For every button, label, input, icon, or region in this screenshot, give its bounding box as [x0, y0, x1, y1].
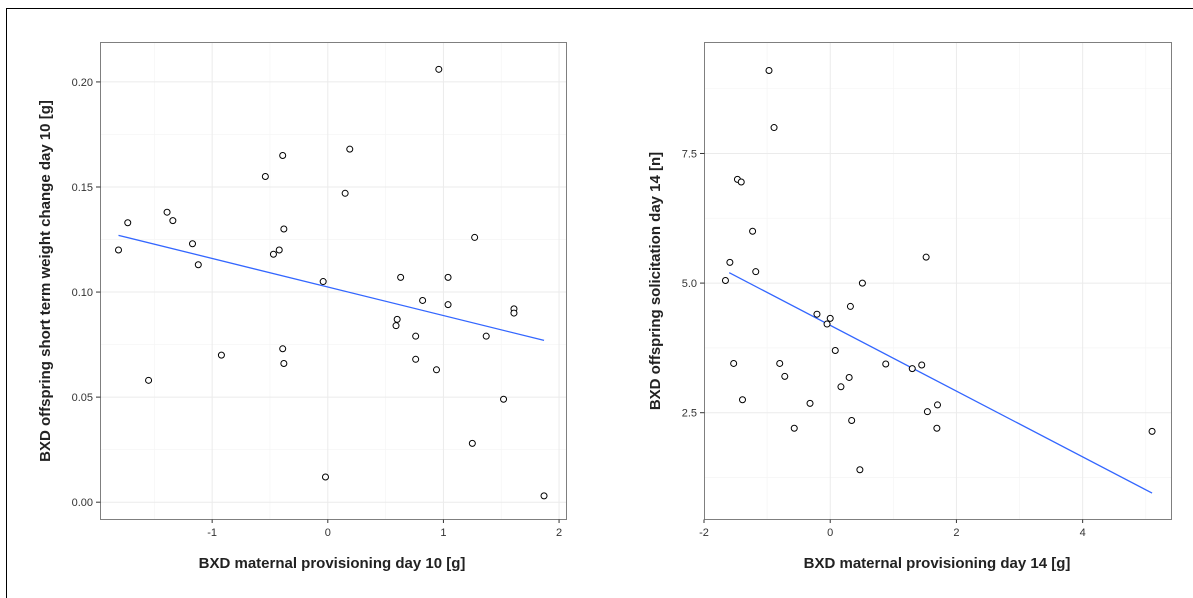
left-plot-panel [100, 42, 567, 520]
right-data-point [923, 408, 931, 416]
right-data-point [846, 302, 854, 310]
right-x-axis-title: BXD maternal provisioning day 14 [g] [804, 555, 1071, 572]
right-data-point [813, 310, 821, 318]
right-data-point [933, 424, 941, 432]
left-y-tick-label: 0.05 [72, 392, 93, 404]
left-x-axis-title: BXD maternal provisioning day 10 [g] [199, 555, 466, 572]
right-y-tick-label: 5.0 [682, 278, 697, 290]
right-data-point [856, 466, 864, 474]
right-data-point [738, 396, 746, 404]
left-data-point [397, 273, 405, 281]
left-x-tick-label: -1 [207, 527, 217, 539]
left-data-point [115, 246, 123, 254]
right-data-point [737, 178, 745, 186]
right-y-tick-label: 2.5 [682, 408, 697, 420]
left-data-point [540, 492, 548, 500]
left-data-point [346, 145, 354, 153]
left-data-point [280, 225, 288, 233]
left-data-point [124, 219, 132, 227]
left-data-point [319, 278, 327, 286]
left-data-point [341, 189, 349, 197]
left-data-point [468, 439, 476, 447]
right-plot-panel [704, 42, 1172, 520]
right-y-tick-label: 7.5 [682, 148, 697, 160]
left-data-point [275, 246, 283, 254]
left-scatter-chart: -1 0 1 2 0.00 0.05 0.10 0.15 0.20 BXD maternal p… [37, 42, 567, 572]
right-data-point [730, 359, 738, 367]
right-data-point [1148, 427, 1156, 435]
right-data-point [922, 253, 930, 261]
left-data-point [194, 261, 202, 269]
right-data-point [721, 277, 729, 284]
right-data-point [749, 227, 757, 235]
right-x-tick-label: -2 [699, 527, 709, 539]
right-data-point [918, 361, 926, 369]
right-data-point [845, 373, 853, 381]
right-data-point [848, 416, 856, 424]
left-data-point [279, 151, 287, 159]
left-data-point [392, 322, 400, 330]
right-x-tick-label: 0 [827, 527, 833, 539]
right-data-point [776, 359, 784, 367]
left-data-point [321, 473, 329, 481]
right-data-point [831, 346, 839, 354]
right-y-axis-title: BXD offspring solicitation day 14 [n] [647, 152, 664, 410]
left-x-tick-label: 0 [325, 527, 331, 539]
right-data-point [770, 124, 778, 132]
left-y-tick-label: 0.15 [72, 182, 93, 194]
left-data-point [432, 366, 440, 374]
right-data-point [934, 401, 941, 409]
left-data-point [412, 332, 420, 340]
right-data-point [781, 372, 789, 380]
left-data-point [444, 273, 452, 281]
left-data-point [169, 217, 177, 225]
right-data-point [790, 424, 798, 432]
left-data-point [279, 345, 287, 353]
left-trend-line [118, 234, 545, 342]
left-data-point [510, 309, 518, 317]
left-data-point [444, 301, 452, 309]
left-y-axis-title: BXD offspring short term weight change d… [37, 100, 54, 462]
right-data-point [752, 268, 760, 276]
left-data-point [189, 240, 197, 248]
left-y-tick-label: 0.20 [72, 77, 93, 89]
right-scatter-chart: -2 0 2 4 2.5 5.0 7.5 BXD maternal provisioning… [647, 42, 1172, 572]
left-y-tick-label: 0.10 [72, 287, 93, 299]
left-data-point [145, 376, 153, 384]
right-trend-line [728, 272, 1153, 494]
left-data-point [482, 332, 490, 340]
left-data-point [471, 233, 479, 241]
left-data-point [435, 65, 443, 73]
left-data-point [217, 351, 225, 359]
right-data-point [882, 360, 890, 368]
left-x-tick-label: 2 [556, 527, 562, 539]
left-y-tick-label: 0.00 [72, 497, 93, 509]
left-data-point [280, 360, 288, 368]
right-x-tick-label: 2 [953, 527, 959, 539]
right-data-point [806, 399, 814, 407]
left-data-point [500, 395, 508, 403]
right-data-point [726, 258, 734, 266]
left-x-tick-label: 1 [440, 527, 446, 539]
right-data-point [837, 383, 845, 391]
right-data-point [765, 67, 773, 75]
left-data-point [393, 315, 401, 323]
right-data-point [908, 365, 916, 373]
right-data-point [823, 320, 831, 328]
right-data-point [826, 314, 834, 322]
left-data-point [419, 296, 427, 304]
right-data-point [858, 279, 866, 287]
left-data-point [261, 172, 269, 180]
right-x-tick-label: 4 [1080, 527, 1086, 539]
left-data-point [412, 355, 420, 363]
left-data-point [269, 250, 277, 258]
left-data-point [163, 208, 171, 216]
